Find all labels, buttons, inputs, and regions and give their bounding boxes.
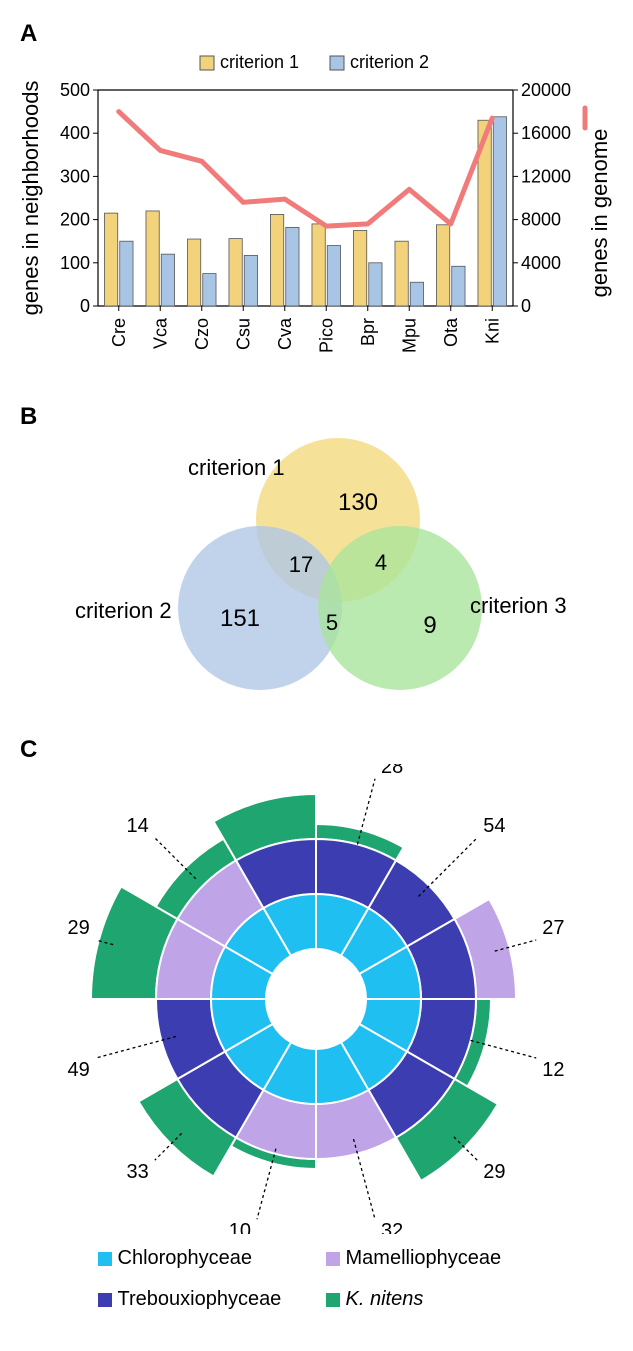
bar-line-chart: criterion 1 criterion 2 0 100 200 300 400 500 0 4… xyxy=(20,48,613,378)
svg-text:151: 151 xyxy=(220,605,260,632)
svg-text:500: 500 xyxy=(60,80,90,100)
callout: 28 xyxy=(381,764,403,778)
bar-c1 xyxy=(395,241,408,306)
svg-text:Vca: Vca xyxy=(150,317,170,349)
bar-c1 xyxy=(104,213,117,306)
bar-c1 xyxy=(146,211,159,306)
svg-text:4: 4 xyxy=(375,550,387,575)
bar-c1 xyxy=(187,239,200,306)
panel-b: B criterion 1 criterion 2 criterion 3 130 15… xyxy=(20,403,613,716)
swatch-icon xyxy=(326,1293,340,1307)
panel-a-label: A xyxy=(20,20,37,47)
panel-b-label: B xyxy=(20,403,37,430)
callout: 54 xyxy=(483,815,505,837)
callout: 29 xyxy=(68,917,90,939)
svg-text:9: 9 xyxy=(423,612,436,639)
svg-text:17: 17 xyxy=(289,552,313,577)
swatch-icon xyxy=(326,1252,340,1266)
bar-c1 xyxy=(353,230,366,306)
sunburst-chart: 28 54 27 12 29 32 10 33 49 29 14 xyxy=(20,764,613,1234)
panel-c-legend: Chlorophyceae Mamelliophyceae Trebouxiophy… xyxy=(77,1247,557,1311)
swatch-icon xyxy=(98,1293,112,1307)
callout: 29 xyxy=(483,1161,505,1183)
panel-c-label: C xyxy=(20,736,37,763)
bar-c2 xyxy=(203,274,216,306)
legend-item: Mamelliophyceae xyxy=(326,1247,536,1270)
svg-text:300: 300 xyxy=(60,166,90,186)
bar-c1 xyxy=(312,224,325,306)
bar-c2 xyxy=(410,282,423,306)
legend-item: Trebouxiophyceae xyxy=(98,1288,308,1311)
svg-text:Kni: Kni xyxy=(482,318,502,344)
svg-text:Czo: Czo xyxy=(192,318,212,350)
svg-text:12000: 12000 xyxy=(521,166,571,186)
venn-label-c1: criterion 1 xyxy=(188,455,285,480)
callout: 32 xyxy=(381,1220,403,1234)
legend-item: Chlorophyceae xyxy=(98,1247,308,1270)
swatch-icon xyxy=(98,1252,112,1266)
bar-c1 xyxy=(436,225,449,306)
svg-text:100: 100 xyxy=(60,253,90,273)
svg-text:130: 130 xyxy=(338,489,378,516)
svg-text:0: 0 xyxy=(80,296,90,316)
legend-c2: criterion 2 xyxy=(350,52,429,72)
bar-c1 xyxy=(270,214,283,306)
svg-text:genes in genome: genes in genome xyxy=(587,129,612,298)
svg-text:0: 0 xyxy=(521,296,531,316)
svg-text:Ota: Ota xyxy=(441,317,461,347)
genome-line xyxy=(119,112,493,226)
legend-label: K. nitens xyxy=(346,1288,424,1311)
callout: 12 xyxy=(542,1059,564,1081)
legend-c1: criterion 1 xyxy=(220,52,299,72)
svg-text:200: 200 xyxy=(60,210,90,230)
svg-text:4000: 4000 xyxy=(521,253,561,273)
legend-label: Trebouxiophyceae xyxy=(118,1288,282,1311)
callout: 27 xyxy=(542,917,564,939)
svg-text:16000: 16000 xyxy=(521,123,571,143)
bar-c2 xyxy=(493,117,506,306)
bar-c2 xyxy=(452,266,465,306)
bar-c2 xyxy=(244,255,257,306)
venn-label-c3: criterion 3 xyxy=(470,593,567,618)
bar-c1 xyxy=(229,239,242,306)
callout: 33 xyxy=(127,1161,149,1183)
callout: 10 xyxy=(229,1220,251,1234)
bar-c2 xyxy=(286,227,299,306)
svg-text:Bpr: Bpr xyxy=(358,318,378,346)
bar-c2 xyxy=(327,246,340,306)
svg-text:5: 5 xyxy=(326,610,338,635)
callout: 14 xyxy=(127,815,149,837)
callout: 49 xyxy=(68,1059,90,1081)
legend-item: K. nitens xyxy=(326,1288,536,1311)
svg-text:Pico: Pico xyxy=(316,318,336,353)
panel-a: A criterion 1 criterion 2 0 100 200 300 400 500… xyxy=(20,20,613,383)
venn-diagram: criterion 1 criterion 2 criterion 3 130 151 9… xyxy=(20,431,613,711)
bar-c2 xyxy=(161,254,174,306)
venn-c3 xyxy=(318,526,482,690)
svg-text:Mpu: Mpu xyxy=(399,318,419,353)
svg-text:400: 400 xyxy=(60,123,90,143)
svg-text:Cva: Cva xyxy=(275,317,295,350)
panel-c: C 28 54 27 12 29 32 10 33 49 29 14 Chlorophyceae Ma… xyxy=(20,736,613,1311)
svg-text:Cre: Cre xyxy=(109,318,129,347)
bar-c2 xyxy=(369,263,382,306)
svg-text:20000: 20000 xyxy=(521,80,571,100)
svg-text:genes in neighborhoods: genes in neighborhoods xyxy=(20,81,43,316)
legend-label: Chlorophyceae xyxy=(118,1247,253,1270)
venn-label-c2: criterion 2 xyxy=(75,598,172,623)
bar-c2 xyxy=(120,241,133,306)
legend-label: Mamelliophyceae xyxy=(346,1247,502,1270)
svg-text:8000: 8000 xyxy=(521,210,561,230)
svg-text:Csu: Csu xyxy=(233,318,253,350)
